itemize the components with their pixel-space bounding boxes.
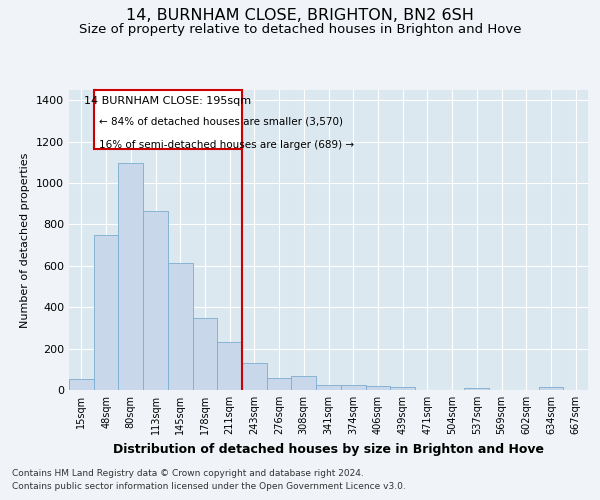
Text: 14 BURNHAM CLOSE: 195sqm: 14 BURNHAM CLOSE: 195sqm (84, 96, 251, 106)
Bar (464, 388, 489, 390)
Bar (390, 387, 415, 390)
FancyBboxPatch shape (94, 90, 242, 149)
Bar (94, 235, 118, 390)
Text: Size of property relative to detached houses in Brighton and Hove: Size of property relative to detached ho… (79, 22, 521, 36)
Bar (292, 376, 316, 390)
Bar (316, 385, 341, 390)
Text: Contains public sector information licensed under the Open Government Licence v3: Contains public sector information licen… (12, 482, 406, 491)
Text: ← 84% of detached houses are smaller (3,570): ← 84% of detached houses are smaller (3,… (99, 117, 343, 127)
Bar (242, 363, 267, 390)
Text: Distribution of detached houses by size in Brighton and Hove: Distribution of detached houses by size … (113, 442, 544, 456)
Bar (341, 385, 365, 390)
Text: Contains HM Land Registry data © Crown copyright and database right 2024.: Contains HM Land Registry data © Crown c… (12, 468, 364, 477)
Bar (118, 164, 143, 390)
Bar (69, 378, 94, 390)
Bar (539, 387, 563, 390)
Bar (217, 342, 242, 390)
Bar (267, 378, 292, 390)
Bar (365, 386, 390, 390)
Bar (193, 318, 217, 390)
Bar (168, 263, 193, 390)
Y-axis label: Number of detached properties: Number of detached properties (20, 152, 31, 328)
Text: 14, BURNHAM CLOSE, BRIGHTON, BN2 6SH: 14, BURNHAM CLOSE, BRIGHTON, BN2 6SH (126, 8, 474, 22)
Bar (143, 211, 168, 390)
Text: 16% of semi-detached houses are larger (689) →: 16% of semi-detached houses are larger (… (99, 140, 354, 149)
